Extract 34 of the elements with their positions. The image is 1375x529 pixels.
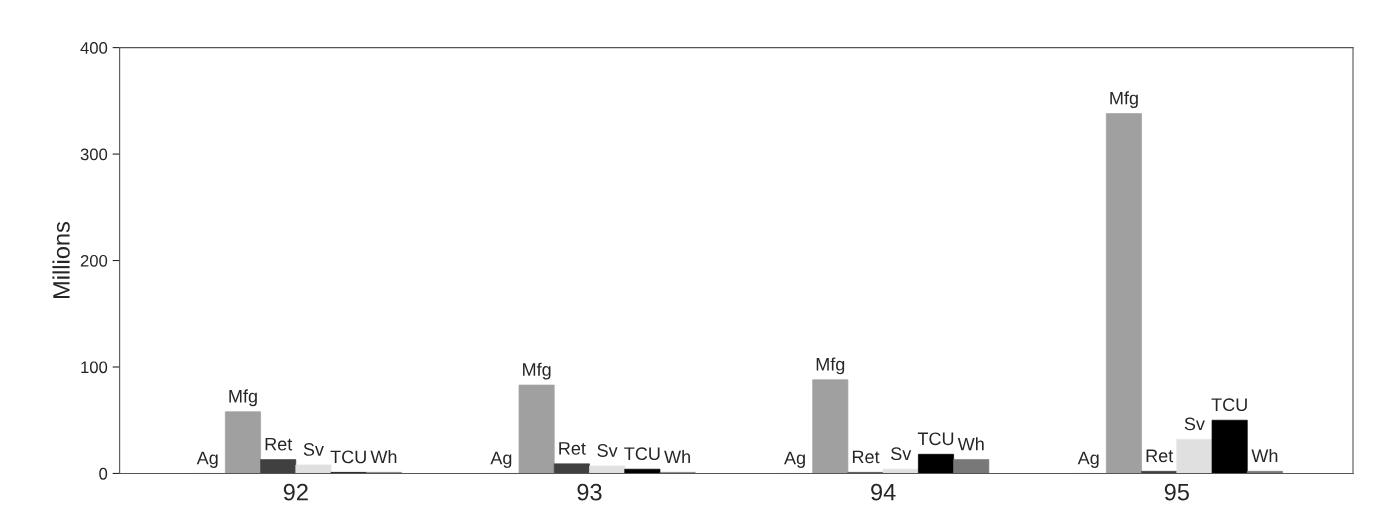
text: Sv (891, 447, 912, 461)
text: Ret (265, 437, 293, 451)
series-label: Ag (196, 451, 218, 468)
series-label: Sv (597, 444, 618, 457)
series-label: TCU (330, 450, 366, 464)
text: Wh (664, 450, 690, 464)
y-tick-label: 200 (80, 254, 108, 267)
y-tick-label: 100 (81, 361, 108, 374)
x-tick-label: 92 (283, 483, 308, 501)
series-label: Mfg (523, 362, 551, 380)
x-tick-label: 95 (1164, 483, 1189, 501)
text: Sv (303, 443, 324, 456)
text: Ag (784, 451, 805, 468)
text: TCU (917, 432, 954, 446)
text: TCU (1211, 398, 1247, 412)
text: Ret (852, 450, 880, 464)
text: Sv (1184, 417, 1205, 431)
text: Ag (490, 451, 512, 468)
y-tick-label: 400 (80, 42, 108, 54)
y-tick-label: 0 (99, 467, 108, 480)
text: Ag (1077, 451, 1099, 468)
text: Ret (1146, 449, 1174, 463)
x-tick-label: 93 (577, 483, 602, 501)
x-tick-label: 94 (871, 483, 896, 501)
text: Wh (957, 437, 984, 451)
text: Mfg (229, 389, 257, 407)
text: Mfg (816, 357, 845, 375)
y-axis-title: Millions (52, 222, 70, 298)
text: Wh (1251, 448, 1278, 463)
text: Mfg (1110, 91, 1138, 109)
text: TCU (624, 447, 660, 461)
y-tick-label: 300 (80, 148, 108, 161)
series-label: Wh (370, 450, 397, 464)
series-label: Ret (559, 442, 586, 455)
